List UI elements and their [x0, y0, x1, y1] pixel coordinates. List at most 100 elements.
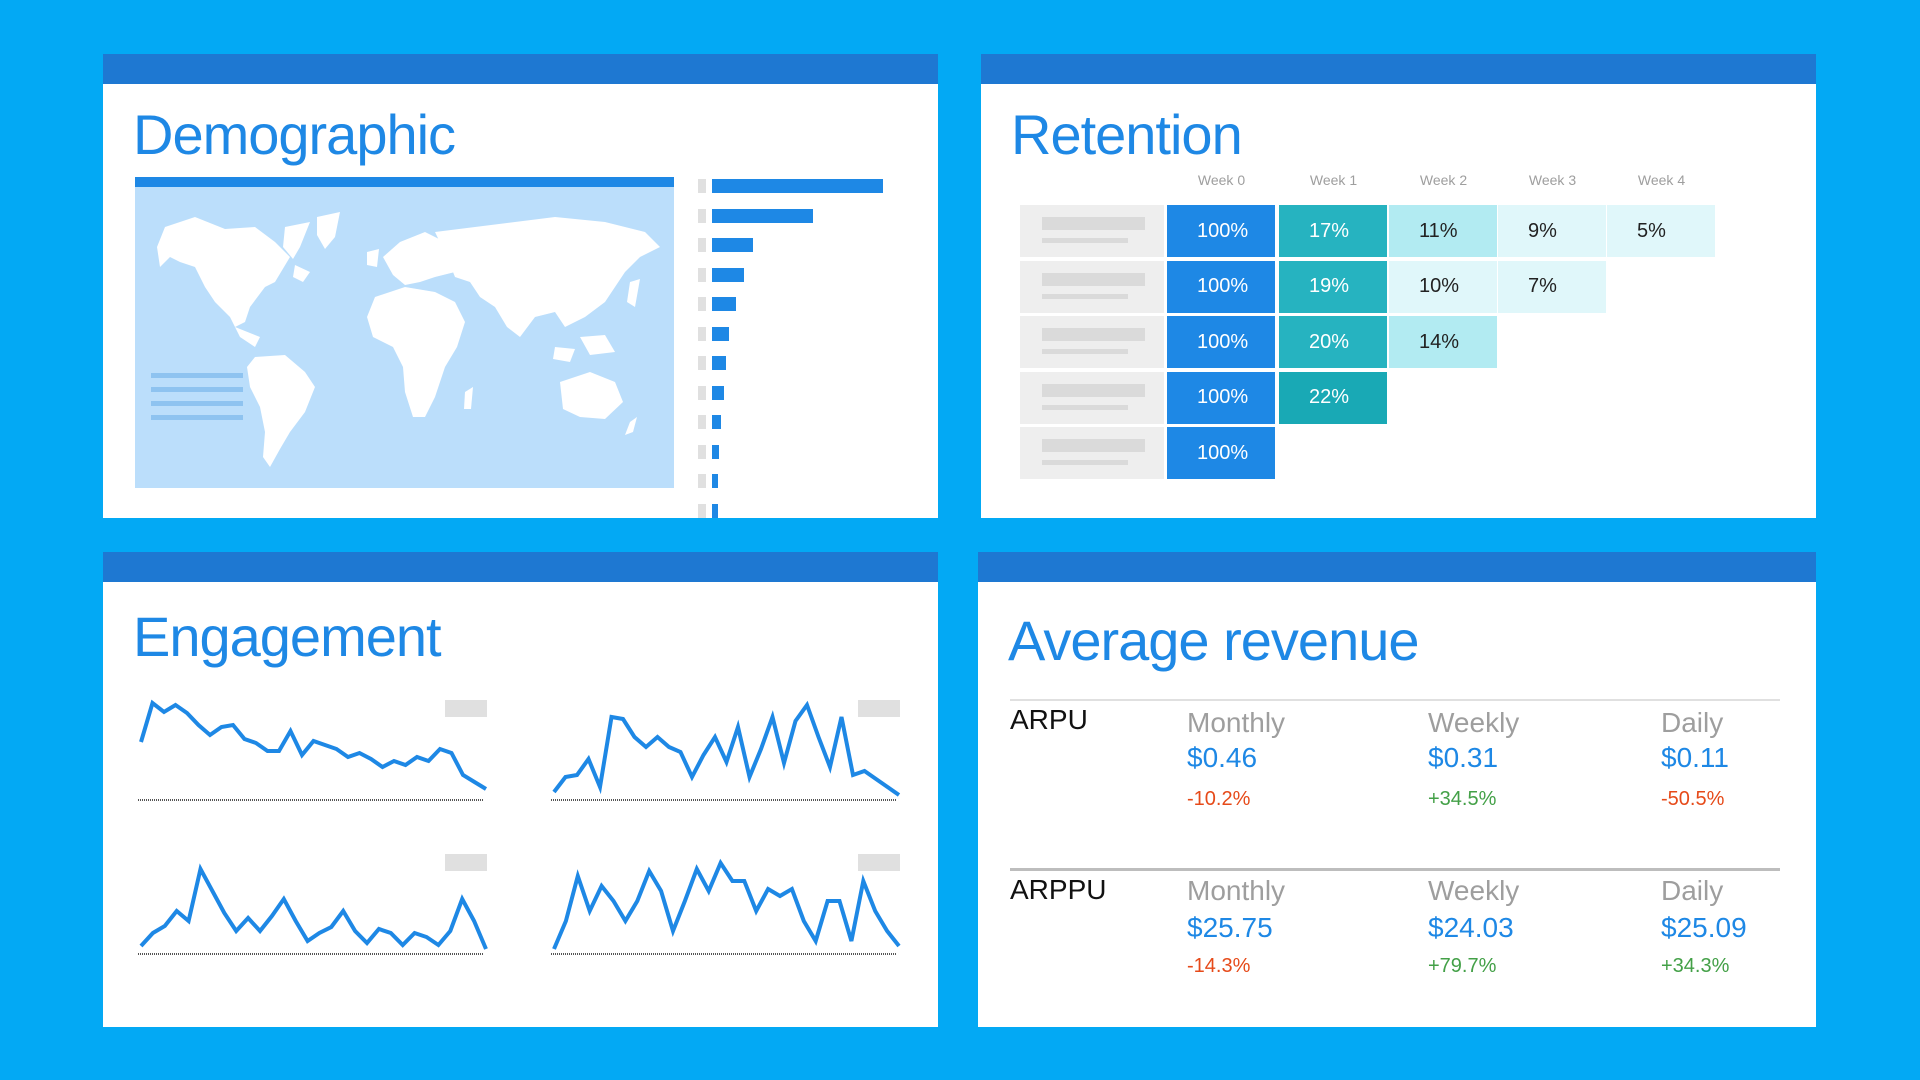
retention-cell: 19% [1279, 260, 1387, 313]
week-column-header: Week 3 [1528, 172, 1577, 188]
map-legend-line [151, 373, 243, 378]
cohort-row-label [1020, 260, 1164, 313]
cohort-row-label [1020, 427, 1164, 479]
engagement-card: Engagement [103, 552, 938, 1027]
label-placeholder [1042, 460, 1128, 465]
bar-fill [712, 326, 729, 341]
bar-fill [712, 179, 883, 193]
label-placeholder [1042, 439, 1145, 452]
bar-label-placeholder [698, 444, 706, 459]
bar-label-placeholder [698, 474, 706, 488]
change-badge: +34.3% [1661, 955, 1730, 977]
bar-label-placeholder [698, 326, 706, 341]
bar-label-placeholder [698, 356, 706, 370]
change-badge: -50.5% [1661, 788, 1725, 810]
map-legend-line [151, 415, 243, 420]
retention-cell: 9% [1498, 205, 1606, 257]
week-column-header: Week 0 [1197, 172, 1246, 188]
bar-label-placeholder [698, 385, 706, 400]
label-placeholder [1042, 383, 1145, 397]
world-map-icon [157, 212, 660, 467]
engagement-sparkline [551, 858, 901, 955]
label-placeholder [1042, 328, 1145, 341]
card-header-bar [103, 552, 938, 582]
retention-cell: 100% [1167, 205, 1275, 257]
card-title: Demographic [133, 103, 456, 166]
retention-cell: 17% [1279, 205, 1387, 257]
cohort-row-label [1020, 316, 1164, 368]
sparkline-line [552, 858, 901, 950]
divider [1010, 699, 1780, 701]
retention-cell: 100% [1167, 316, 1275, 368]
week-column-header: Week 1 [1309, 172, 1358, 188]
metric-value: $24.03 [1428, 912, 1514, 943]
sparkline-tag [445, 700, 487, 717]
change-badge: +34.5% [1428, 788, 1497, 810]
retention-cell: 7% [1498, 260, 1606, 313]
bar-label-placeholder [698, 267, 706, 282]
metric-value: $0.31 [1428, 742, 1499, 773]
sparkline-tag [445, 854, 487, 871]
metric-value: $25.75 [1187, 912, 1273, 943]
card-header-bar [981, 54, 1816, 84]
period-label: Monthly [1187, 707, 1286, 738]
bar-label-placeholder [698, 208, 706, 223]
bar-fill [712, 415, 721, 429]
metric-name-arpu: ARPU [1010, 704, 1088, 735]
metric-value: $0.46 [1187, 742, 1258, 773]
map-legend-line [151, 401, 243, 406]
bar-fill [712, 238, 753, 252]
change-badge: -14.3% [1187, 955, 1251, 977]
card-title: Engagement [133, 605, 442, 668]
retention-cell: 100% [1167, 371, 1275, 424]
retention-cell: 22% [1279, 371, 1387, 424]
retention-cell: 10% [1389, 260, 1497, 313]
bar-fill [712, 267, 744, 282]
metric-name-arppu: ARPPU [1010, 874, 1107, 905]
metric-value: $0.11 [1661, 742, 1729, 773]
bar-label-placeholder [698, 238, 706, 252]
bar-label-placeholder [698, 179, 706, 193]
map-legend-line [151, 387, 243, 392]
bar-fill [712, 444, 719, 459]
bar-fill [712, 474, 718, 488]
period-label: Weekly [1428, 707, 1520, 738]
metric-value: $25.09 [1661, 912, 1747, 943]
sparkline-line [552, 700, 901, 797]
engagement-sparkline [138, 863, 488, 955]
change-badge: -10.2% [1187, 788, 1251, 810]
label-placeholder [1042, 272, 1145, 286]
sparkline-line [139, 699, 488, 791]
label-placeholder [1042, 404, 1128, 410]
map-header-bar [135, 177, 674, 187]
retention-cell: 20% [1279, 316, 1387, 368]
average-revenue-card: Average revenue ARPU Monthly $0.46 -10.2… [978, 552, 1816, 1027]
retention-cell: 5% [1607, 205, 1715, 257]
retention-cell: 14% [1389, 316, 1497, 368]
label-placeholder [1042, 293, 1128, 299]
period-label: Monthly [1187, 875, 1286, 906]
bar-fill [712, 503, 718, 518]
label-placeholder [1042, 238, 1128, 243]
label-placeholder [1042, 217, 1145, 230]
bar-fill [712, 208, 813, 223]
engagement-sparkline [138, 699, 488, 801]
demographic-card: Demographic [103, 54, 938, 518]
retention-cell: 100% [1167, 427, 1275, 479]
bar-fill [712, 356, 726, 370]
cohort-row-label [1020, 205, 1164, 257]
sparkline-tag [858, 854, 900, 871]
retention-cell: 11% [1389, 205, 1497, 257]
week-column-header: Week 4 [1637, 172, 1686, 188]
week-column-header: Week 2 [1419, 172, 1468, 188]
retention-cell: 100% [1167, 260, 1275, 313]
card-title: Average revenue [1008, 609, 1419, 672]
label-placeholder [1042, 349, 1128, 354]
period-label: Weekly [1428, 875, 1520, 906]
bar-label-placeholder [698, 297, 706, 311]
period-label: Daily [1661, 875, 1724, 906]
period-label: Daily [1661, 707, 1724, 738]
bar-fill [712, 385, 724, 400]
bar-label-placeholder [698, 415, 706, 429]
divider [1010, 868, 1780, 871]
